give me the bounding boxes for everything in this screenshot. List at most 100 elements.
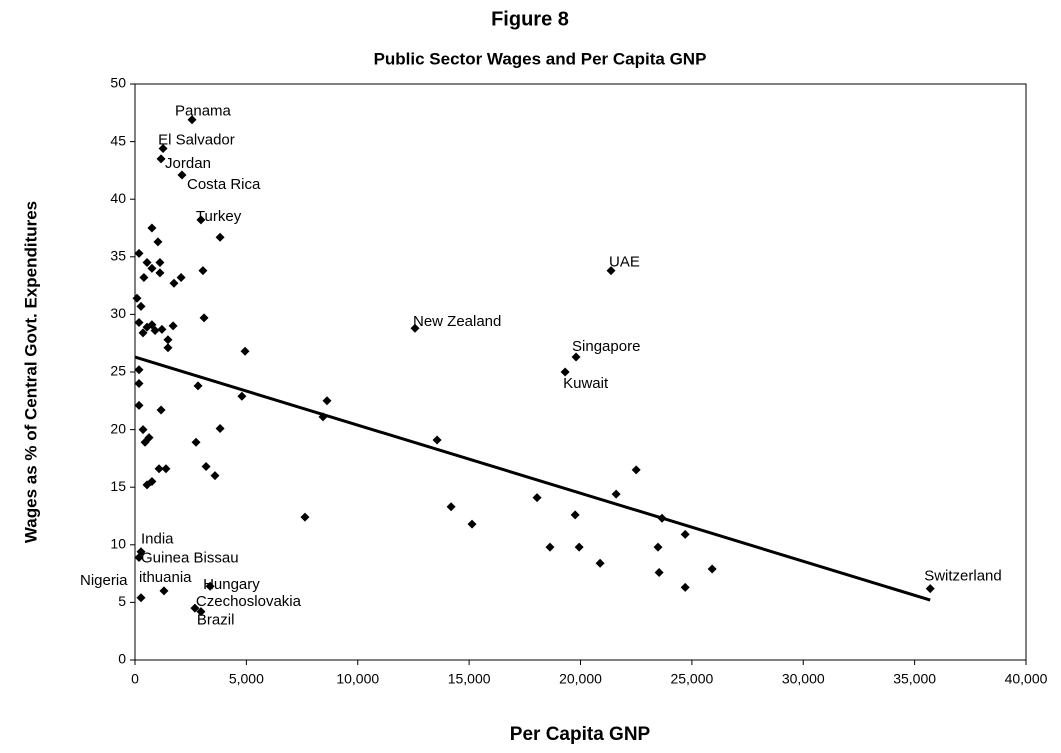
point bbox=[210, 471, 220, 481]
point bbox=[196, 215, 206, 225]
y-tick-label: 40 bbox=[110, 190, 126, 206]
point-label: Czechoslovakia bbox=[196, 593, 302, 610]
point bbox=[198, 266, 208, 276]
point bbox=[134, 400, 144, 410]
point bbox=[545, 542, 555, 552]
point bbox=[156, 405, 166, 415]
chart-subtitle: Public Sector Wages and Per Capita GNP bbox=[374, 49, 707, 68]
point bbox=[154, 464, 164, 474]
point bbox=[300, 512, 310, 522]
x-tick-label: 35,000 bbox=[893, 671, 936, 687]
x-tick-label: 25,000 bbox=[670, 671, 713, 687]
point bbox=[156, 154, 166, 164]
point-label: Kuwait bbox=[563, 375, 609, 392]
point bbox=[237, 391, 247, 401]
x-tick-label: 40,000 bbox=[1005, 671, 1048, 687]
y-tick-label: 10 bbox=[110, 536, 126, 552]
chart-title: Figure 8 bbox=[491, 8, 569, 30]
point bbox=[467, 519, 477, 529]
point bbox=[147, 223, 157, 233]
point bbox=[322, 396, 332, 406]
point bbox=[177, 170, 187, 180]
point-label: Hungary bbox=[203, 576, 260, 593]
point-label: Singapore bbox=[572, 338, 640, 355]
point bbox=[142, 258, 152, 268]
point bbox=[168, 321, 178, 331]
point bbox=[196, 607, 206, 617]
point-label: Panama bbox=[175, 103, 232, 120]
point bbox=[147, 263, 157, 273]
point bbox=[571, 352, 581, 362]
point bbox=[191, 437, 201, 447]
point-label: ithuania bbox=[139, 569, 192, 586]
point bbox=[142, 480, 152, 490]
point-label: Guinea Bissau bbox=[141, 549, 239, 566]
point-label: Jordan bbox=[165, 155, 211, 172]
point bbox=[153, 237, 163, 247]
point bbox=[631, 465, 641, 475]
point bbox=[134, 379, 144, 389]
point bbox=[925, 584, 935, 594]
point bbox=[134, 365, 144, 375]
y-tick-label: 25 bbox=[110, 363, 126, 379]
x-tick-label: 10,000 bbox=[336, 671, 379, 687]
point bbox=[169, 278, 179, 288]
y-tick-label: 20 bbox=[110, 420, 126, 436]
x-axis-label: Per Capita GNP bbox=[510, 724, 651, 745]
point bbox=[653, 542, 663, 552]
point bbox=[157, 324, 167, 334]
point bbox=[199, 313, 209, 323]
point bbox=[155, 268, 165, 278]
point bbox=[190, 603, 200, 613]
point-label: UAE bbox=[609, 254, 640, 271]
x-tick-label: 30,000 bbox=[782, 671, 825, 687]
y-axis-label: Wages as % of Central Govt. Expenditures bbox=[21, 201, 40, 543]
point bbox=[240, 346, 250, 356]
point bbox=[611, 489, 621, 499]
point-label: India bbox=[141, 531, 174, 548]
point bbox=[570, 510, 580, 520]
point bbox=[163, 335, 173, 345]
point-label: Costa Rica bbox=[187, 176, 261, 193]
point bbox=[560, 367, 570, 377]
point bbox=[163, 343, 173, 353]
point bbox=[132, 293, 142, 303]
point bbox=[446, 502, 456, 512]
point bbox=[193, 381, 203, 391]
point-label: Brazil bbox=[197, 612, 235, 629]
point bbox=[680, 529, 690, 539]
point bbox=[574, 542, 584, 552]
x-tick-label: 5,000 bbox=[229, 671, 264, 687]
point bbox=[136, 593, 146, 603]
point bbox=[159, 586, 169, 596]
point bbox=[150, 326, 160, 336]
y-tick-label: 45 bbox=[110, 132, 126, 148]
plot-frame bbox=[134, 83, 1027, 661]
point-label: Nigeria bbox=[80, 572, 128, 589]
point bbox=[138, 425, 148, 435]
y-tick-label: 35 bbox=[110, 248, 126, 264]
point bbox=[138, 328, 148, 338]
point bbox=[432, 435, 442, 445]
point bbox=[134, 552, 144, 562]
point bbox=[410, 323, 420, 333]
point bbox=[657, 513, 667, 523]
x-tick-label: 15,000 bbox=[448, 671, 491, 687]
point bbox=[136, 301, 146, 311]
point bbox=[176, 273, 186, 283]
trendline bbox=[134, 355, 931, 602]
point-label: Turkey bbox=[196, 208, 242, 225]
point bbox=[680, 582, 690, 592]
point bbox=[318, 412, 328, 422]
point bbox=[155, 258, 165, 268]
point bbox=[215, 232, 225, 242]
point-label: El Salvador bbox=[158, 131, 235, 148]
point bbox=[595, 558, 605, 568]
point bbox=[606, 266, 616, 276]
point bbox=[161, 464, 171, 474]
point bbox=[201, 461, 211, 471]
point bbox=[134, 317, 144, 327]
point bbox=[139, 273, 149, 283]
point bbox=[707, 564, 717, 574]
